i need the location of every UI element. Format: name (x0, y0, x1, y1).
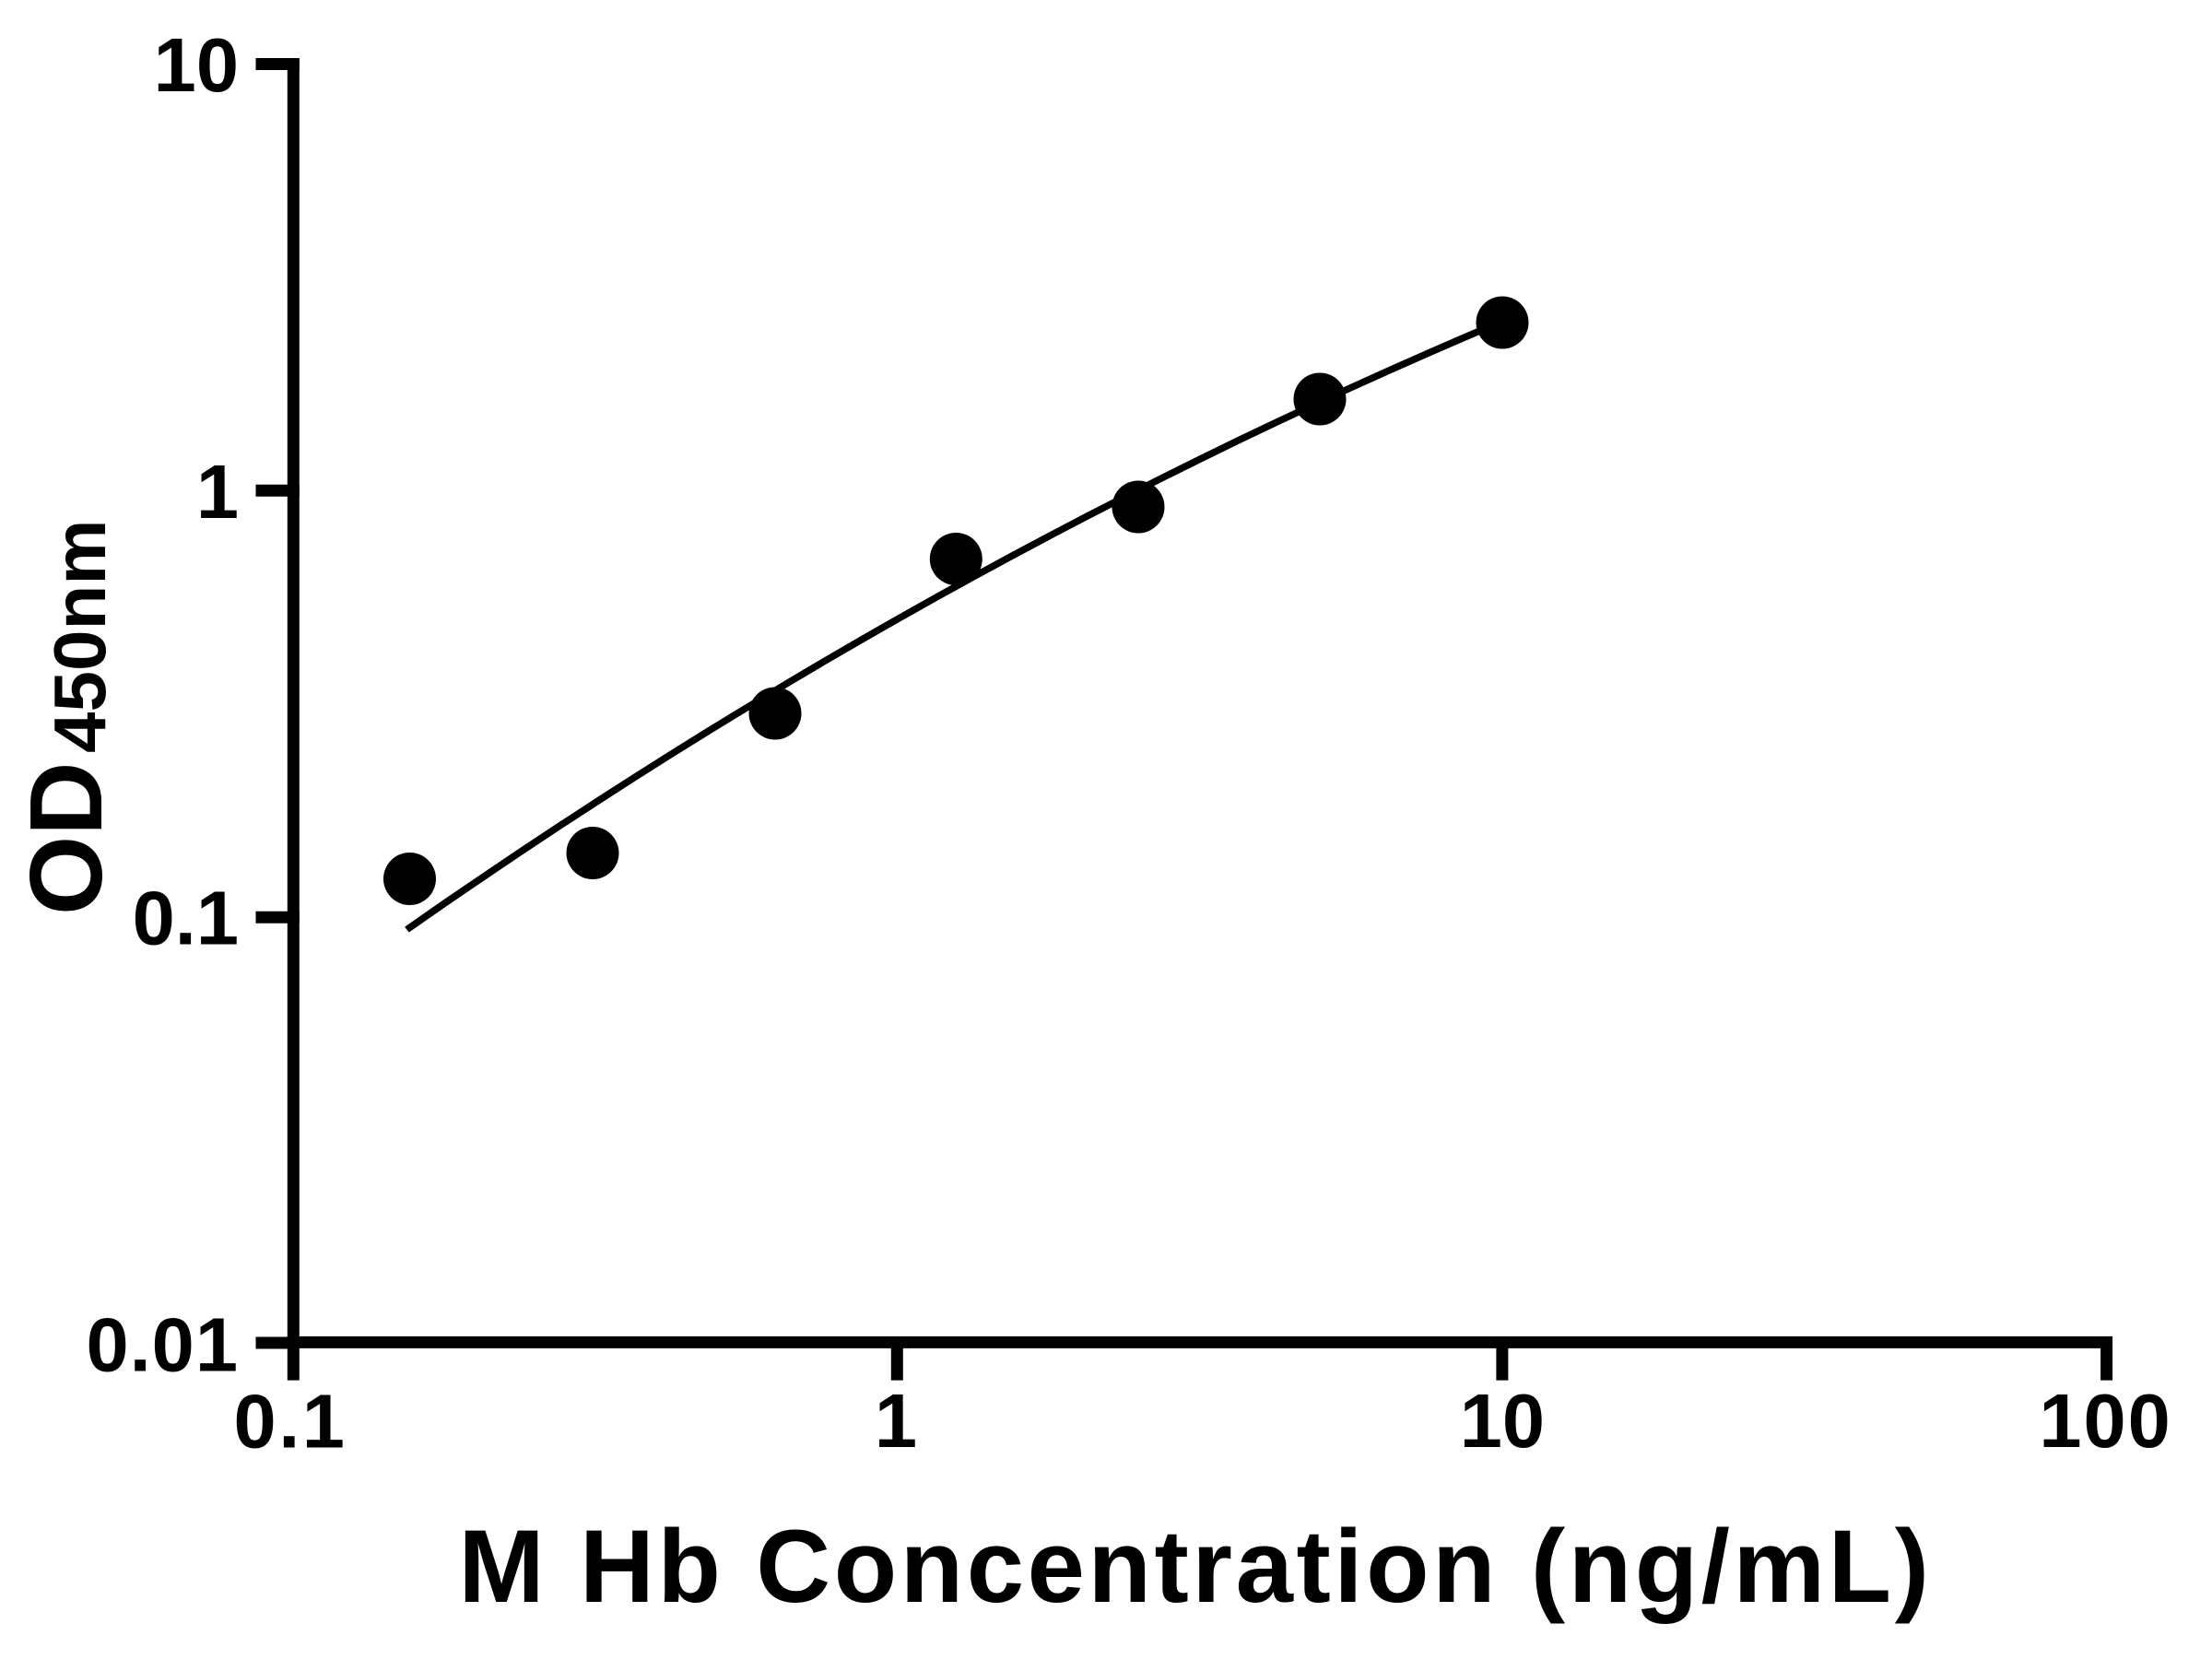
svg-text:10: 10 (1460, 1378, 1545, 1464)
svg-text:M Hb Concentration (ng/mL): M Hb Concentration (ng/mL) (458, 1509, 1932, 1624)
svg-text:OD: OD (9, 762, 124, 916)
svg-text:0.1: 0.1 (234, 1379, 347, 1465)
svg-text:0.1: 0.1 (133, 876, 239, 961)
svg-text:100: 100 (2039, 1378, 2171, 1464)
svg-text:1: 1 (196, 449, 239, 535)
svg-text:1: 1 (875, 1378, 917, 1464)
svg-text:10: 10 (154, 22, 239, 108)
svg-text:450nm: 450nm (39, 520, 121, 753)
svg-text:0.01: 0.01 (86, 1302, 239, 1388)
